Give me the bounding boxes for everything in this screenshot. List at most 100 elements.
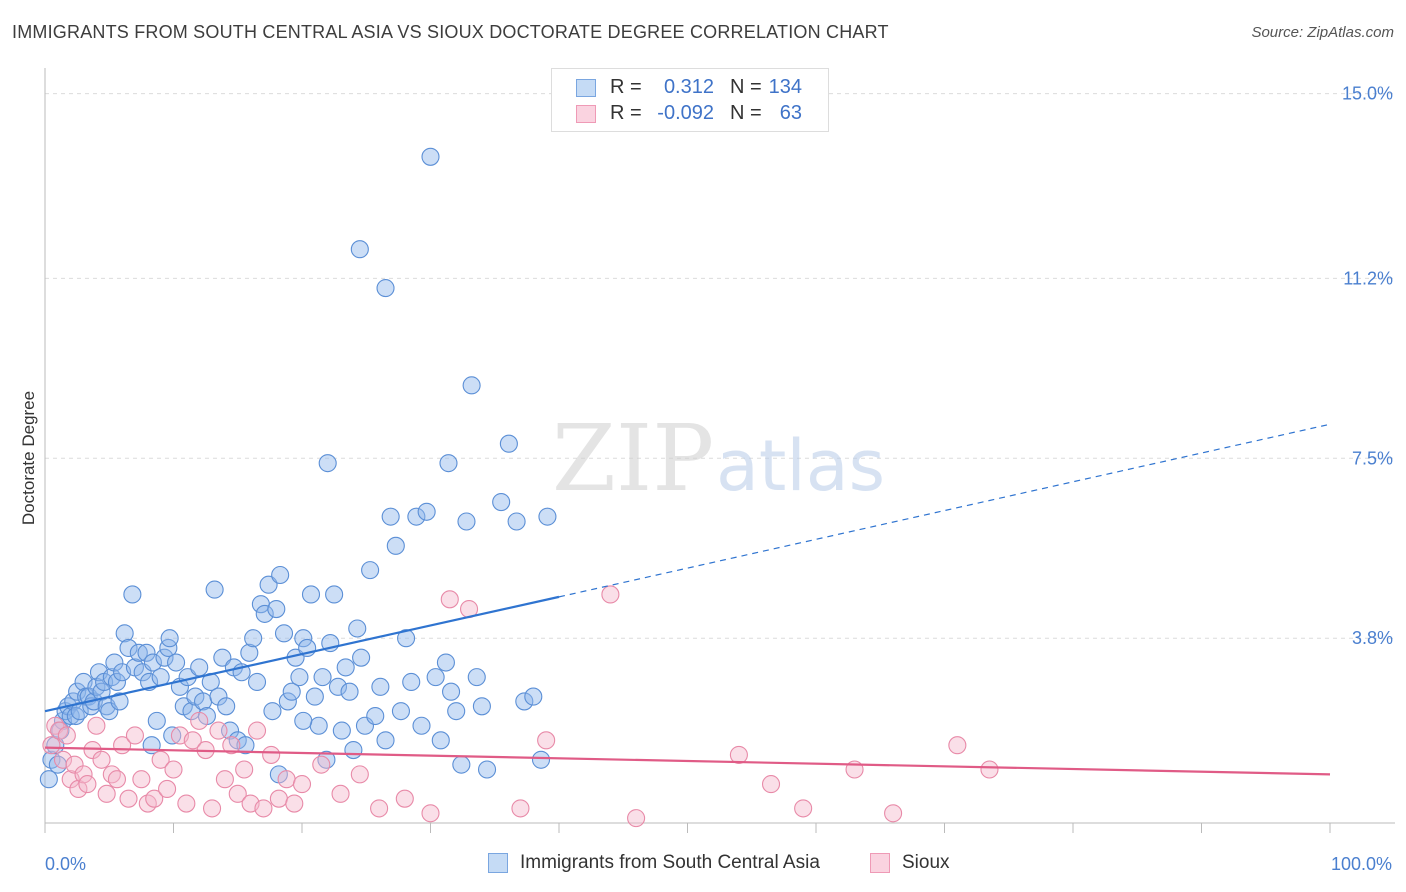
point-immigrants (412, 716, 431, 735)
point-immigrants (328, 677, 348, 696)
point-sioux (794, 799, 813, 818)
point-sioux (145, 789, 164, 808)
point-immigrants (142, 736, 161, 755)
point-immigrants (376, 279, 395, 298)
series-name: Immigrants from South Central Asia (520, 852, 820, 873)
point-immigrants (417, 502, 436, 521)
point-immigrants (209, 687, 228, 706)
legend-swatch-blue (576, 79, 596, 97)
watermark: ZIP atlas (552, 405, 885, 512)
point-sioux (177, 794, 196, 813)
y-tick-label: 11.2% (1343, 268, 1393, 288)
point-immigrants (376, 731, 395, 750)
point-sioux (119, 789, 138, 808)
point-immigrants (294, 711, 313, 730)
point-immigrants (381, 507, 400, 526)
point-immigrants (274, 624, 294, 643)
y-tick-label: 7.5% (1352, 448, 1393, 468)
point-sioux (151, 750, 170, 769)
point-immigrants (240, 643, 259, 662)
point-sioux (228, 784, 247, 803)
point-immigrants (452, 755, 471, 774)
point-sioux (761, 775, 781, 794)
point-immigrants (350, 240, 369, 259)
point-immigrants (159, 638, 178, 657)
point-immigrants (361, 561, 380, 580)
point-immigrants (447, 702, 466, 721)
trend-line-immigrants (44, 595, 560, 713)
point-immigrants (236, 736, 255, 755)
point-immigrants (309, 716, 328, 735)
legend-n-label: N = (730, 102, 762, 124)
point-immigrants (190, 658, 209, 677)
point-immigrants (531, 750, 551, 769)
point-immigrants (442, 682, 461, 701)
legend-swatch-pink (576, 105, 596, 123)
legend-r-label: R = (610, 102, 642, 124)
point-immigrants (371, 677, 390, 696)
point-immigrants (336, 658, 355, 677)
point-immigrants (39, 770, 58, 789)
stats-legend: R = 0.312 N = 134 R = -0.092 N = 63 (551, 68, 829, 132)
legend-r-label: R = (610, 76, 642, 98)
point-sioux (285, 794, 304, 813)
point-immigrants (421, 147, 440, 166)
trend-line-sioux (44, 746, 1331, 776)
point-sioux (350, 765, 369, 784)
point-sioux (78, 775, 97, 794)
watermark-zip: ZIP (552, 405, 714, 512)
point-sioux (209, 721, 228, 740)
series-swatch-blue (488, 853, 508, 873)
point-immigrants (105, 653, 124, 672)
point-immigrants (213, 648, 232, 667)
y-tick-label: 15.0% (1342, 84, 1393, 104)
point-immigrants (467, 668, 486, 687)
legend-n-value: 63 (779, 102, 802, 124)
legend-row-series-1: R = 0.312 N = 134 (552, 75, 828, 101)
point-sioux (235, 760, 254, 779)
point-sioux (627, 809, 646, 828)
point-immigrants (348, 619, 367, 638)
legend-row-series-2: R = -0.092 N = 63 (552, 101, 828, 127)
point-immigrants (402, 672, 421, 692)
point-immigrants (278, 692, 297, 711)
series-legend-item-1[interactable]: Immigrants from South Central Asia (488, 852, 848, 876)
tick-labels: 3.8% 7.5% 11.2% 15.0% 0.0% 100.0% (45, 84, 1393, 874)
point-immigrants (205, 580, 224, 599)
point-immigrants (271, 565, 290, 585)
point-immigrants (68, 682, 87, 701)
point-immigrants (325, 585, 344, 604)
series-legend-item-2[interactable]: Sioux (870, 852, 970, 876)
point-immigrants (255, 604, 274, 623)
point-immigrants (386, 536, 405, 555)
point-immigrants (507, 512, 526, 531)
y-axis-label: Doctorate Degree (19, 391, 38, 525)
legend-n-label: N = (730, 76, 762, 98)
point-sioux (440, 590, 459, 609)
point-sioux (183, 731, 202, 750)
point-sioux (262, 745, 281, 764)
point-immigrants (457, 512, 476, 531)
legend-n-value: 134 (768, 76, 802, 98)
point-sioux (83, 741, 102, 760)
point-sioux (97, 784, 116, 803)
point-sioux (92, 750, 111, 769)
point-sioux (215, 770, 234, 789)
point-sioux (164, 760, 183, 779)
point-immigrants (163, 726, 182, 745)
watermark-atlas: atlas (716, 425, 885, 507)
point-immigrants (313, 668, 332, 687)
point-sioux (312, 755, 331, 774)
point-immigrants (123, 585, 142, 604)
point-sioux (395, 789, 414, 808)
point-sioux (729, 745, 748, 764)
point-immigrants (332, 721, 351, 740)
point-immigrants (524, 687, 543, 706)
point-immigrants (290, 668, 309, 687)
point-immigrants (352, 648, 371, 667)
point-immigrants (294, 629, 313, 648)
trend-lines (44, 423, 1331, 776)
x-tick-label: 0.0% (45, 854, 86, 874)
point-immigrants (115, 624, 134, 643)
